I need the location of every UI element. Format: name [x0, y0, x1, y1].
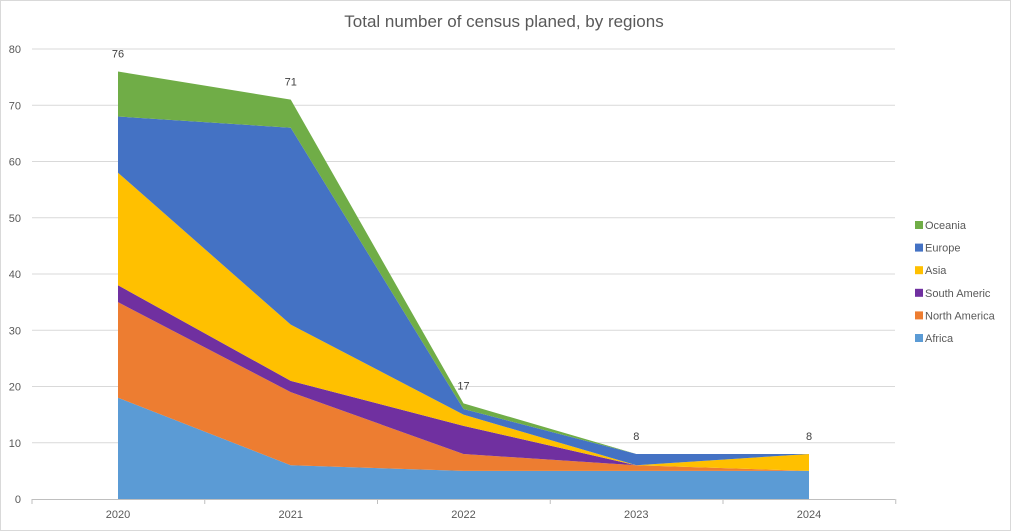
axes: 0 10 20 30 40 50 60 70 80 2020 2021 2022 2023 2024 — [9, 44, 897, 521]
data-labels: 76 71 17 8 8 — [112, 49, 812, 444]
legend-swatch — [915, 266, 923, 275]
y-tick-label: 0 — [15, 494, 21, 506]
total-data-label: 71 — [285, 77, 297, 89]
y-tick-label: 60 — [9, 157, 21, 169]
total-data-label: 17 — [457, 380, 469, 392]
legend: Oceania Europe Asia South Americ North Ameri… — [915, 220, 996, 345]
y-tick-label: 70 — [9, 100, 21, 112]
legend-swatch — [915, 243, 923, 252]
x-tick-label: 2021 — [279, 509, 303, 521]
x-tick-label: 2020 — [106, 509, 130, 521]
legend-label: Oceania — [925, 220, 967, 232]
total-data-label: 8 — [806, 431, 812, 443]
legend-label: South Americ — [925, 288, 991, 300]
legend-swatch — [915, 334, 923, 342]
x-tick-label: 2023 — [624, 509, 648, 521]
legend-swatch — [915, 311, 923, 320]
area-series — [118, 71, 809, 499]
y-tick-label: 50 — [9, 213, 21, 225]
area-series-south-americ — [118, 285, 809, 471]
total-data-label: 76 — [112, 49, 124, 61]
legend-swatch — [915, 221, 923, 229]
legend-label: Africa — [925, 333, 954, 345]
x-tick-label: 2022 — [451, 509, 475, 521]
x-tick-label: 2024 — [797, 509, 821, 521]
y-tick-label: 20 — [9, 382, 21, 394]
y-tick-label: 30 — [9, 325, 21, 337]
area-series-asia — [118, 172, 809, 471]
area-series-north-america — [118, 302, 809, 471]
area-series-oceania — [118, 71, 809, 454]
y-tick-label: 10 — [9, 438, 21, 450]
legend-label: Europe — [925, 243, 960, 255]
area-series-africa — [118, 397, 809, 499]
y-tick-label: 40 — [9, 269, 21, 281]
total-data-label: 8 — [633, 431, 639, 443]
legend-label: Asia — [925, 265, 947, 277]
area-series-europe — [118, 116, 809, 466]
legend-swatch — [915, 288, 923, 297]
chart-title: Total number of census planed, by region… — [344, 12, 663, 31]
legend-label: North America — [925, 310, 996, 322]
y-tick-label: 80 — [9, 44, 21, 56]
